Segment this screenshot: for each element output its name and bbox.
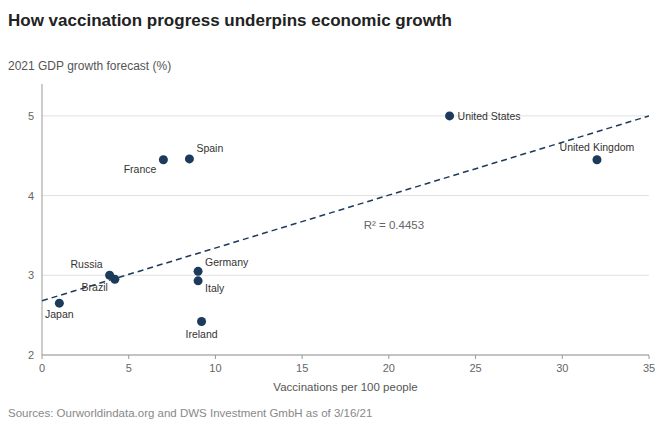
x-tick-label: 25: [469, 362, 481, 374]
chart: How vaccination progress underpins econo…: [0, 0, 671, 425]
x-tick-label: 35: [643, 362, 655, 374]
point-label: Japan: [45, 308, 74, 320]
labels: Japan Russia Brazil France Spain Germany Italy…: [45, 110, 635, 340]
annotation: R² = 0.4453: [364, 219, 424, 231]
x-tick: [475, 355, 476, 359]
point-label: Germany: [205, 256, 249, 268]
y-axis-label: 2021 GDP growth forecast (%): [8, 59, 171, 73]
point-label: France: [124, 163, 157, 175]
x-tick-label: 0: [39, 362, 45, 374]
x-axis-line: [42, 355, 649, 356]
grid-line: [42, 195, 649, 196]
source: Sources: Ourworldindata.org and DWS Inve…: [8, 407, 372, 419]
x-tick-label: 15: [296, 362, 308, 374]
y-tick-label: 4: [28, 190, 34, 202]
x-tick-label: 30: [556, 362, 568, 374]
point-label: Russia: [71, 258, 103, 270]
grid-line: [42, 355, 649, 356]
point: [592, 155, 601, 164]
title: How vaccination progress underpins econo…: [8, 11, 452, 30]
grid-line: [42, 275, 649, 276]
x-tick: [649, 355, 650, 359]
marks: [42, 111, 649, 326]
point: [194, 267, 203, 276]
x-tick-label: 10: [209, 362, 221, 374]
x-tick: [42, 355, 43, 359]
x-tick-label: 5: [126, 362, 132, 374]
x-tick: [562, 355, 563, 359]
y-tick-label: 2: [28, 349, 34, 361]
point: [197, 317, 206, 326]
point: [445, 111, 454, 120]
point: [159, 155, 168, 164]
point-label: United States: [458, 110, 521, 122]
y-tick-label: 3: [28, 269, 34, 281]
y-tick-label: 5: [28, 110, 34, 122]
point: [194, 276, 203, 285]
x-tick: [302, 355, 303, 359]
background: [0, 0, 671, 425]
point: [185, 154, 194, 163]
grid-line: [42, 115, 649, 116]
point-label: Spain: [196, 142, 223, 154]
point: [55, 299, 64, 308]
y-axis-line: [42, 84, 43, 355]
x-tick-label: 20: [383, 362, 395, 374]
x-axis-label: Vaccinations per 100 people: [273, 381, 417, 393]
point-label: Ireland: [185, 328, 217, 340]
x-tick: [215, 355, 216, 359]
grid: [42, 116, 649, 355]
point-label: Italy: [205, 282, 225, 294]
point-label: United Kingdom: [560, 141, 635, 153]
point-label: Brazil: [82, 281, 108, 293]
x-tick: [388, 355, 389, 359]
x-tick: [128, 355, 129, 359]
trend-line: [42, 116, 649, 301]
